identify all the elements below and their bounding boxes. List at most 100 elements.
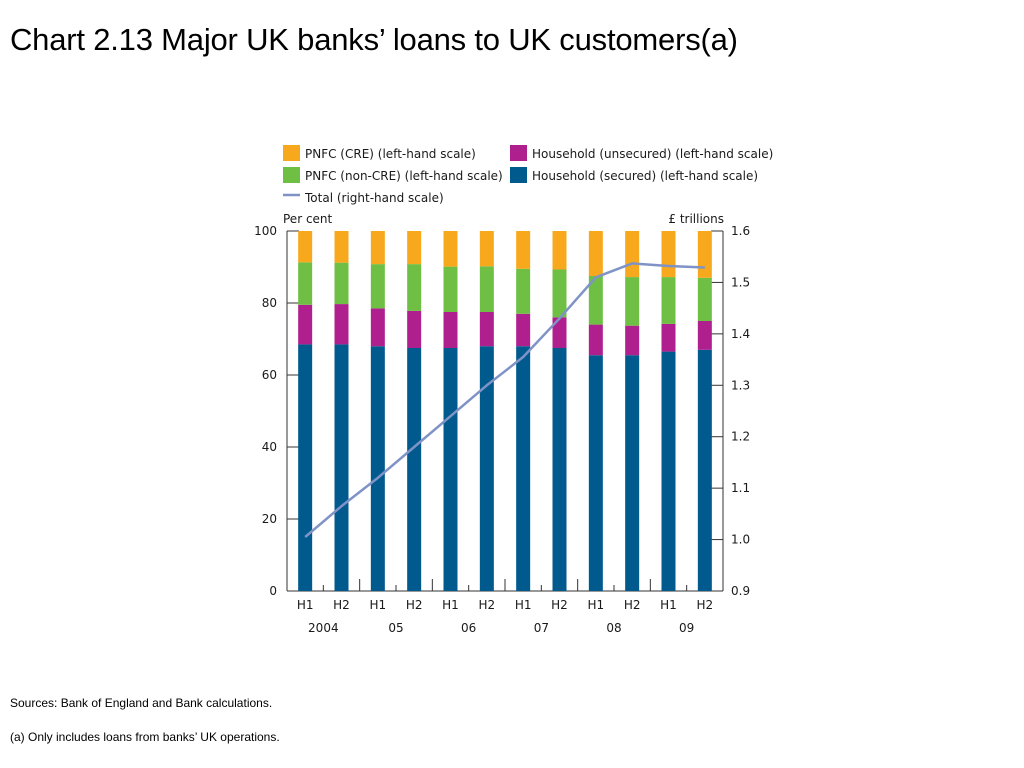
x-category-label: H2	[696, 598, 713, 612]
bar-segment-household-secured	[298, 344, 313, 591]
bar-segment-household-secured	[443, 348, 458, 591]
bar-segment-pnfc-cre	[697, 231, 712, 278]
bar-segment-household-unsecured	[697, 321, 712, 350]
bar-segment-household-secured	[334, 344, 349, 591]
x-category-label: H1	[660, 598, 677, 612]
legend-label-household-secured-left-hand-scale: Household (secured) (left-hand scale)	[532, 169, 758, 183]
bar-segment-pnfc-cre	[552, 231, 567, 270]
bar-segment-household-unsecured	[407, 310, 422, 348]
x-category-label: H2	[551, 598, 568, 612]
bar-segment-household-secured	[479, 346, 494, 591]
left-axis-tick-label: 60	[262, 368, 277, 382]
bar-segment-household-secured	[625, 355, 640, 591]
x-category-label: H1	[587, 598, 604, 612]
right-axis-tick-label: 1.5	[731, 275, 750, 289]
bar-segment-pnfc-non-cre	[298, 262, 313, 305]
x-category-label: H1	[297, 598, 314, 612]
bar-segment-household-secured	[552, 348, 567, 591]
right-axis-tick-label: 1.1	[731, 481, 750, 495]
bar-segment-household-secured	[516, 346, 531, 591]
x-category-label: H2	[478, 598, 495, 612]
bar-segment-pnfc-non-cre	[407, 264, 422, 311]
bar-segment-pnfc-cre	[443, 231, 458, 267]
bar-segment-pnfc-non-cre	[588, 276, 603, 325]
bar-segment-pnfc-cre	[516, 231, 531, 269]
bar-segment-household-unsecured	[588, 324, 603, 356]
bar-segment-household-secured	[697, 349, 712, 591]
bar-segment-household-unsecured	[370, 308, 385, 347]
legend-swatch-pnfc-cre-left-hand-scale	[283, 145, 300, 161]
x-category-label: H1	[515, 598, 532, 612]
left-axis-tick-label: 20	[262, 512, 277, 526]
x-category-label: H2	[406, 598, 423, 612]
right-axis-tick-label: 1.3	[731, 378, 750, 392]
bar-segment-household-unsecured	[298, 304, 313, 345]
x-year-label: 2004	[308, 621, 339, 635]
legend-label-total-right-hand-scale: Total (right-hand scale)	[304, 191, 444, 205]
bar-segment-pnfc-cre	[370, 231, 385, 265]
bar-segment-pnfc-cre	[625, 231, 640, 278]
bar-segment-pnfc-cre	[298, 231, 313, 263]
x-year-label: 08	[606, 621, 621, 635]
bar-segment-pnfc-non-cre	[334, 262, 349, 305]
bar-segment-pnfc-non-cre	[625, 277, 640, 326]
slide-title: Chart 2.13 Major UK banks’ loans to UK c…	[10, 22, 738, 57]
bar-segment-household-unsecured	[334, 304, 349, 345]
x-year-label: 05	[388, 621, 403, 635]
bar-segment-household-unsecured	[552, 317, 567, 348]
bar-segment-pnfc-non-cre	[516, 268, 531, 314]
bar-segment-pnfc-non-cre	[479, 266, 494, 312]
bar-segment-pnfc-cre	[661, 231, 676, 278]
right-axis-tick-label: 1.0	[731, 533, 750, 547]
bar-segment-household-secured	[661, 351, 676, 591]
line-series-group	[304, 262, 705, 538]
bar-segment-pnfc-non-cre	[697, 277, 712, 321]
bar-segment-household-unsecured	[625, 325, 640, 356]
x-category-label: H1	[369, 598, 386, 612]
left-axis-tick-label: 40	[262, 440, 277, 454]
chart-legend: PNFC (CRE) (left-hand scale) PNFC (non-CR…	[283, 145, 773, 205]
bar-segment-pnfc-cre	[588, 231, 603, 276]
bar-segment-pnfc-cre	[334, 231, 349, 263]
bar-segment-pnfc-non-cre	[370, 264, 385, 309]
x-category-label: H2	[333, 598, 350, 612]
left-axis-unit-label: Per cent	[283, 212, 333, 226]
bar-segment-pnfc-non-cre	[661, 277, 676, 324]
bar-segment-household-unsecured	[661, 323, 676, 352]
x-year-label: 06	[461, 621, 476, 635]
x-category-label: H2	[624, 598, 641, 612]
right-axis-unit-label: £ trillions	[668, 212, 724, 226]
bar-segment-household-unsecured	[443, 312, 458, 348]
legend-swatch-household-secured-left-hand-scale	[510, 167, 527, 183]
legend-label-household-unsecured-left-hand-scale: Household (unsecured) (left-hand scale)	[532, 147, 773, 161]
footnote: (a) Only includes loans from banks’ UK o…	[10, 730, 280, 744]
bar-segment-pnfc-non-cre	[443, 266, 458, 312]
bar-segment-pnfc-cre	[407, 231, 422, 265]
x-year-label: 09	[679, 621, 694, 635]
x-axis-labels: H1 H2 H1 H2 H1 H2 H1 H2 H1 H2 H1 H2 2004 05 06 07 08 09	[297, 598, 713, 635]
total-line	[304, 262, 705, 538]
legend-swatch-household-unsecured-left-hand-scale	[510, 145, 527, 161]
legend-label-pnfc-cre-left-hand-scale: PNFC (CRE) (left-hand scale)	[305, 147, 476, 161]
bar-segment-pnfc-non-cre	[552, 269, 567, 318]
bar-segment-household-secured	[407, 348, 422, 591]
bar-segment-pnfc-cre	[479, 231, 494, 267]
x-category-label: H1	[442, 598, 459, 612]
bar-segment-household-unsecured	[516, 313, 531, 347]
legend-swatch-pnfc-non-cre-left-hand-scale	[283, 167, 300, 183]
bar-segment-household-unsecured	[479, 312, 494, 347]
right-axis-tick-label: 1.2	[731, 430, 750, 444]
x-year-label: 07	[534, 621, 549, 635]
right-axis-tick-label: 0.9	[731, 584, 750, 598]
sources-note: Sources: Bank of England and Bank calcul…	[10, 696, 273, 710]
bar-segment-household-secured	[588, 355, 603, 591]
chart-axes: 0 20 40 60 80 100 0.9 1.0 1.1 1.2 1.3 1.4 1.5 1.6	[254, 224, 750, 598]
legend-label-pnfc-non-cre-left-hand-scale: PNFC (non-CRE) (left-hand scale)	[305, 169, 503, 183]
left-axis-tick-label: 0	[269, 584, 277, 598]
left-axis-tick-label: 100	[254, 224, 277, 238]
right-axis-tick-label: 1.6	[731, 224, 750, 238]
bar-segment-household-secured	[370, 346, 385, 591]
left-axis-tick-label: 80	[262, 296, 277, 310]
right-axis-tick-label: 1.4	[731, 327, 750, 341]
